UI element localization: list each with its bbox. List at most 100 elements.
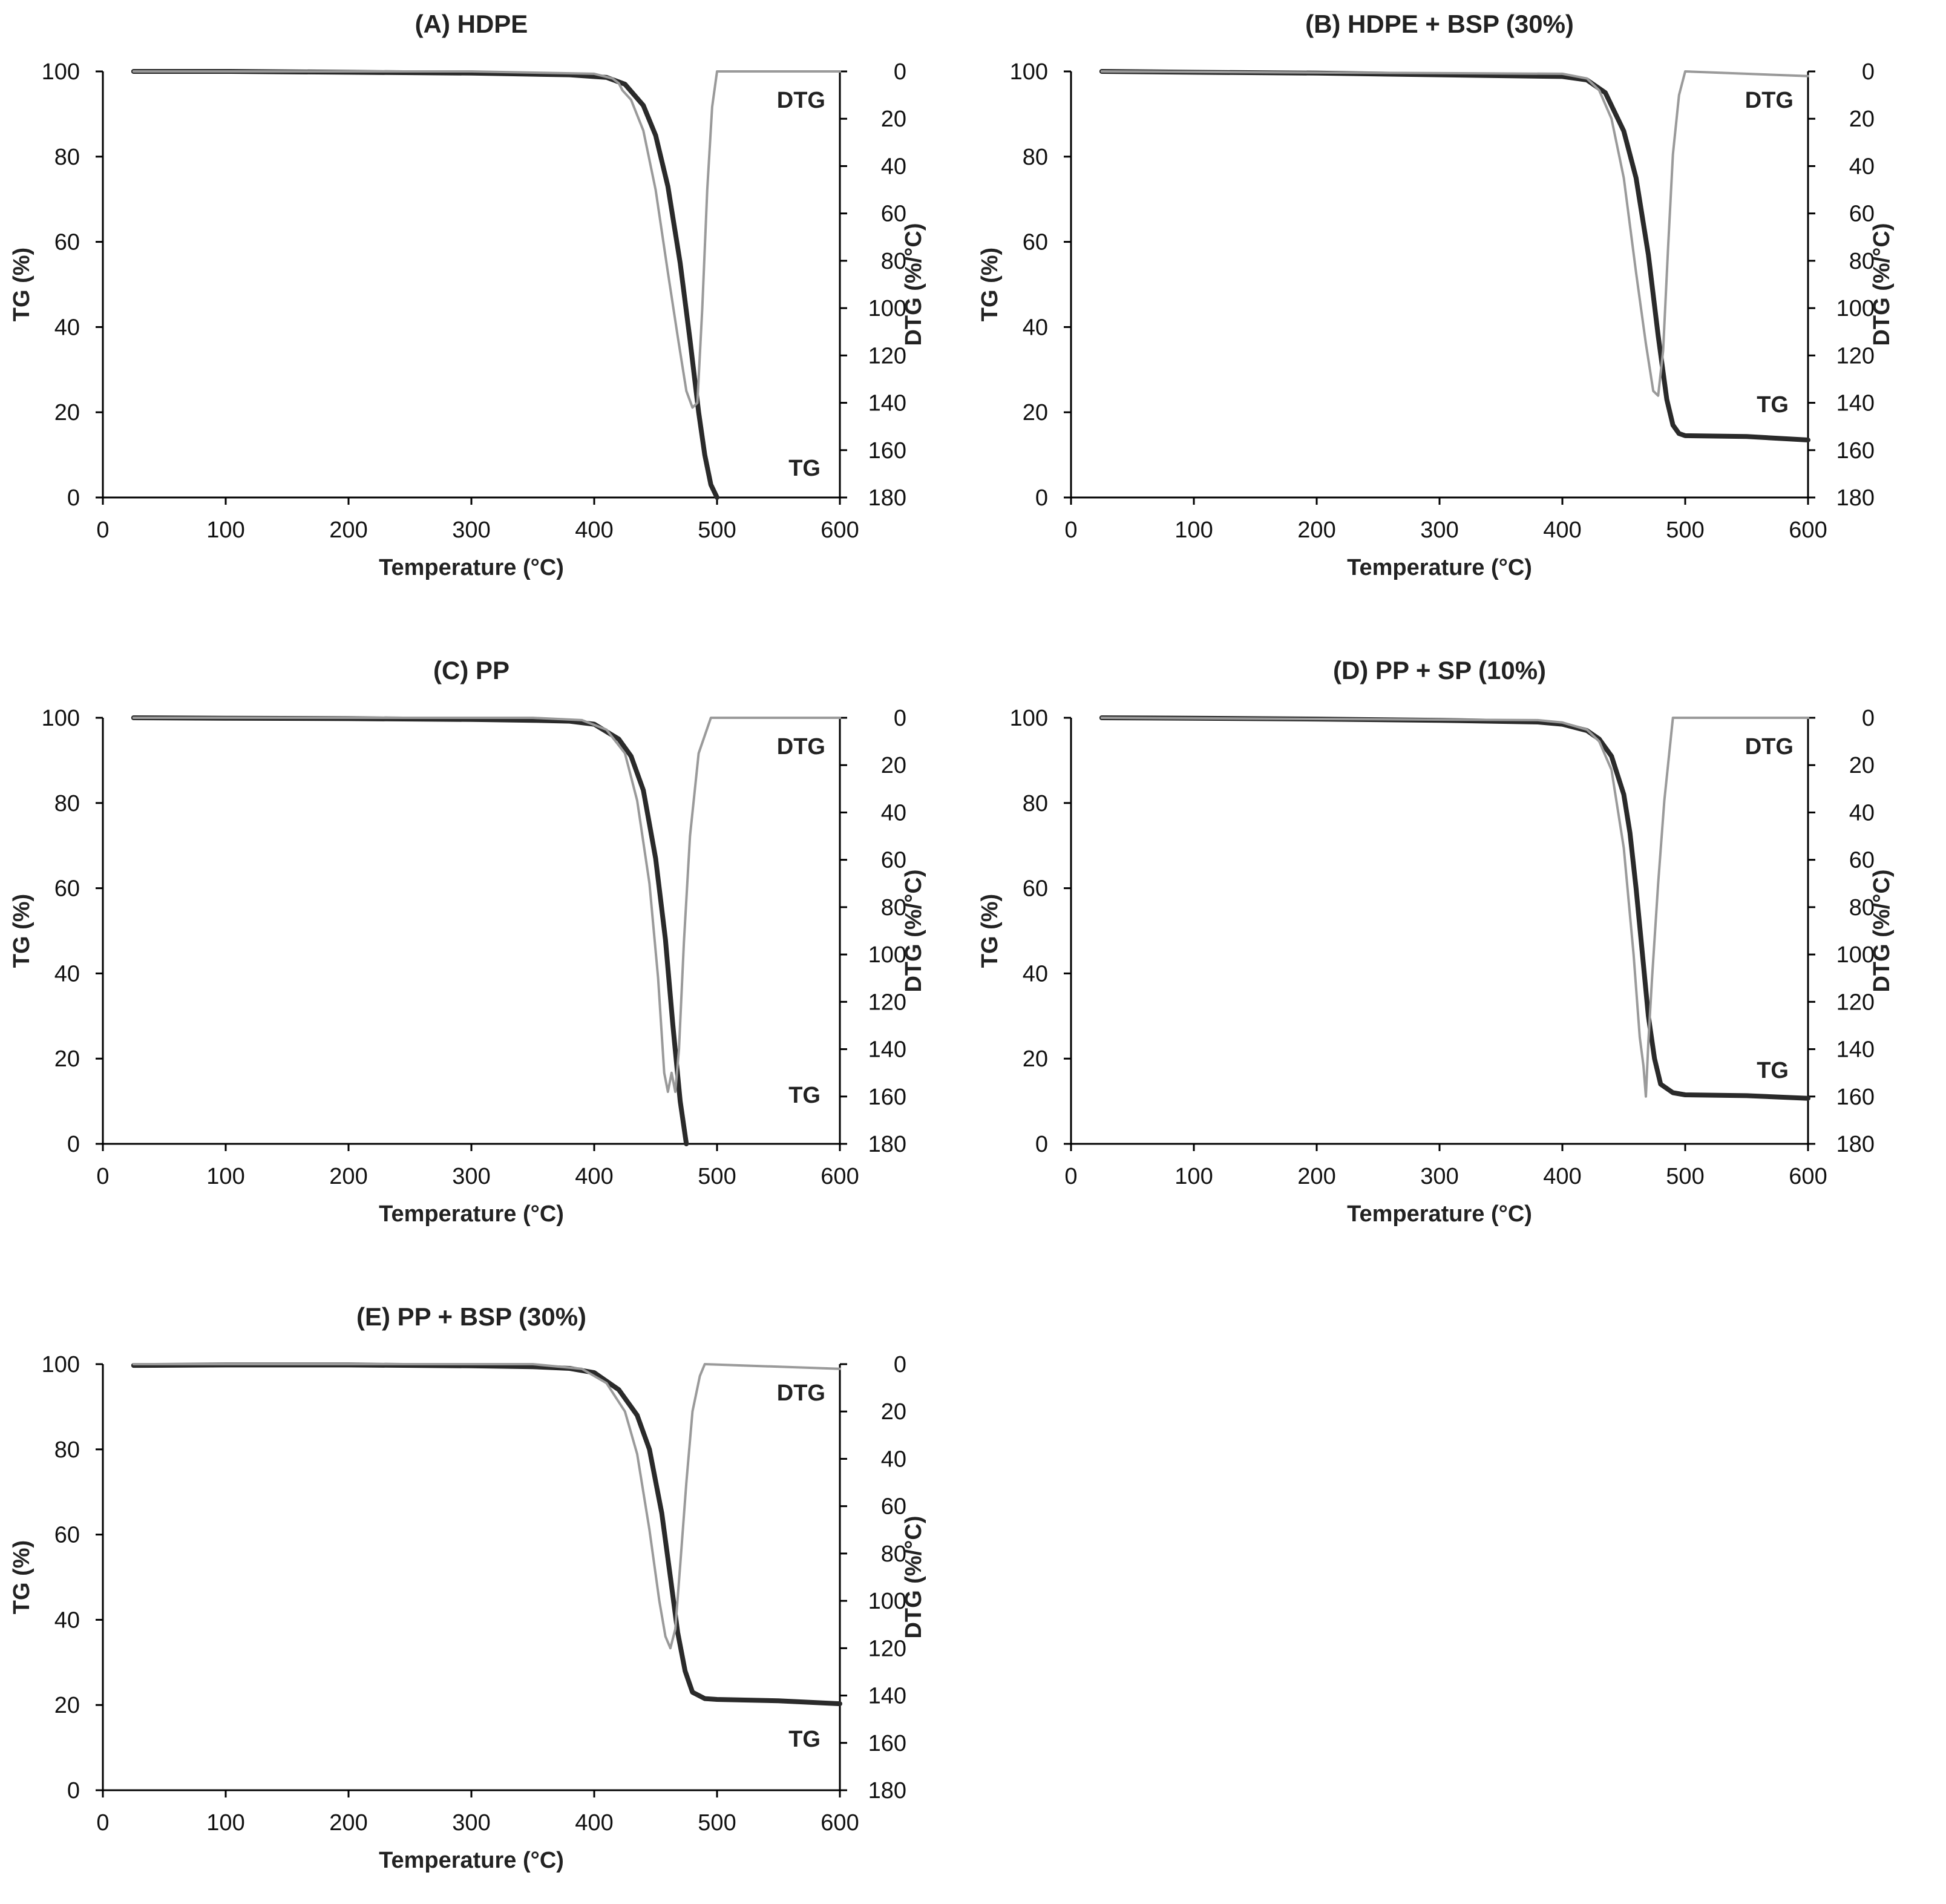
y-tick-label: 100 xyxy=(1010,59,1048,85)
y2-tick-label: 60 xyxy=(881,202,906,227)
y2-tick-label: 20 xyxy=(1849,107,1875,132)
y2-tick-label: 160 xyxy=(868,1731,906,1756)
x-tick-label: 0 xyxy=(1064,1164,1077,1189)
y-tick-label: 40 xyxy=(54,1607,80,1633)
x-tick-label: 100 xyxy=(206,517,244,543)
y-tick-label: 20 xyxy=(1023,400,1048,425)
dtg-series-line xyxy=(132,717,841,1093)
x-tick-label: 0 xyxy=(1064,517,1077,543)
chart-panel-d: (D) PP + SP (10%) 0 100 200 300 400 500 600 0 20 4… xyxy=(968,646,1912,1258)
x-tick-label: 500 xyxy=(1666,517,1704,543)
x-tick-label: 400 xyxy=(1543,1164,1581,1189)
y2-tick-label: 180 xyxy=(1836,485,1875,511)
y2-tick-label: 120 xyxy=(1836,343,1875,369)
x-tick-label: 600 xyxy=(1789,517,1827,543)
y2-tick-label: 100 xyxy=(1836,296,1875,321)
x-tick-label: 200 xyxy=(1297,1164,1335,1189)
y2-tick-label: 120 xyxy=(1836,990,1875,1015)
y-tick-label: 20 xyxy=(54,400,80,425)
y2-tick-label: 40 xyxy=(881,800,906,826)
dtg-series-line xyxy=(1100,717,1809,1098)
x-tick-label: 600 xyxy=(821,1164,859,1189)
chart-panel-e: (E) PP + BSP (30%) 0 100 200 300 400 500 600 0 20… xyxy=(0,1293,944,1904)
dtg-curve-label: DTG xyxy=(777,88,825,113)
tg-series-line xyxy=(1099,715,1810,1101)
tg-curve-label: TG xyxy=(1757,392,1789,418)
y2-tick-label: 40 xyxy=(1849,154,1875,179)
y2-tick-label: 180 xyxy=(1836,1132,1875,1157)
y-tick-label: 20 xyxy=(54,1046,80,1072)
tg-curve-label: TG xyxy=(788,456,821,481)
y-tick-label: 80 xyxy=(54,1437,80,1463)
y-tick-label: 60 xyxy=(54,1523,80,1548)
y-tick-label: 40 xyxy=(1023,315,1048,340)
y2-tick-label: 20 xyxy=(881,1399,906,1425)
x-tick-label: 300 xyxy=(1420,517,1458,543)
x-axis-title: Temperature (°C) xyxy=(379,555,564,580)
y2-axis-title: DTG (%/°C) xyxy=(1869,223,1895,346)
y-axis-title: TG (%) xyxy=(977,248,1003,321)
y-tick-label: 60 xyxy=(1023,876,1048,902)
x-tick-label: 600 xyxy=(821,1810,859,1836)
y2-axis-title: DTG (%/°C) xyxy=(901,223,926,346)
x-tick-label: 500 xyxy=(698,517,736,543)
y2-tick-label: 160 xyxy=(868,438,906,464)
chart-svg-d: (D) PP + SP (10%)0 100 200 300 400 500 6000204… xyxy=(977,656,1895,1227)
x-tick-label: 200 xyxy=(329,517,367,543)
x-tick-label: 500 xyxy=(1666,1164,1704,1189)
y2-tick-label: 0 xyxy=(1862,59,1875,85)
y2-tick-label: 80 xyxy=(881,895,906,921)
y2-tick-label: 60 xyxy=(881,848,906,873)
y2-tick-label: 40 xyxy=(1849,800,1875,826)
y-tick-label: 100 xyxy=(42,1352,80,1377)
x-axis-title: Temperature (°C) xyxy=(379,1201,564,1227)
y2-tick-label: 120 xyxy=(868,343,906,369)
x-tick-label: 100 xyxy=(206,1810,244,1836)
y2-tick-label: 0 xyxy=(894,706,906,731)
y2-tick-label: 160 xyxy=(1836,1085,1875,1110)
y-tick-label: 0 xyxy=(1035,1132,1048,1157)
dtg-curve-label: DTG xyxy=(1745,734,1794,760)
y-tick-label: 80 xyxy=(1023,145,1048,170)
y-axis-title: TG (%) xyxy=(977,894,1003,968)
x-tick-label: 600 xyxy=(1789,1164,1827,1189)
x-tick-label: 300 xyxy=(1420,1164,1458,1189)
dtg-curve-label: DTG xyxy=(777,1380,825,1406)
y2-tick-label: 140 xyxy=(868,391,906,416)
x-tick-label: 0 xyxy=(96,1810,109,1836)
dtg-series-line xyxy=(132,1363,841,1650)
y-tick-label: 20 xyxy=(54,1693,80,1718)
y-tick-label: 40 xyxy=(54,315,80,340)
y-tick-label: 80 xyxy=(1023,791,1048,816)
y-tick-label: 100 xyxy=(1010,706,1048,731)
chart-title: (C) PP xyxy=(433,656,509,684)
dtg-series-line xyxy=(1100,70,1809,397)
x-tick-label: 300 xyxy=(452,517,490,543)
x-tick-label: 200 xyxy=(329,1810,367,1836)
chart-title: (E) PP + BSP (30%) xyxy=(356,1302,586,1331)
x-axis-title: Temperature (°C) xyxy=(1347,1201,1532,1227)
y2-tick-label: 100 xyxy=(868,296,906,321)
tg-series-line xyxy=(131,715,689,1146)
y2-tick-label: 140 xyxy=(868,1037,906,1063)
y-tick-label: 0 xyxy=(67,485,80,511)
tg-series-line xyxy=(1099,69,1810,442)
y2-tick-label: 160 xyxy=(1836,438,1875,464)
y2-tick-label: 80 xyxy=(1849,249,1875,274)
chart-panel-b: (B) HDPE + BSP (30%) 0 100 200 300 400 500 600 0… xyxy=(968,0,1912,611)
chart-svg-e: (E) PP + BSP (30%)0 100 200 300 400 500 600020… xyxy=(9,1302,926,1873)
y2-tick-label: 20 xyxy=(1849,753,1875,778)
chart-panel-c: (C) PP 0 100 200 300 400 500 600 0 20 40 60 80 100 0 20… xyxy=(0,646,944,1258)
x-tick-label: 100 xyxy=(206,1164,244,1189)
y-tick-label: 100 xyxy=(42,706,80,731)
x-tick-label: 400 xyxy=(575,517,613,543)
dtg-curve-label: DTG xyxy=(1745,88,1794,113)
dtg-curve-label: DTG xyxy=(777,734,825,760)
dtg-series-line xyxy=(132,70,841,409)
chart-title: (B) HDPE + BSP (30%) xyxy=(1305,10,1574,38)
x-tick-label: 300 xyxy=(452,1164,490,1189)
y-tick-label: 80 xyxy=(54,145,80,170)
y2-tick-label: 60 xyxy=(1849,202,1875,227)
y2-tick-label: 120 xyxy=(868,1636,906,1661)
y2-tick-label: 20 xyxy=(881,753,906,778)
